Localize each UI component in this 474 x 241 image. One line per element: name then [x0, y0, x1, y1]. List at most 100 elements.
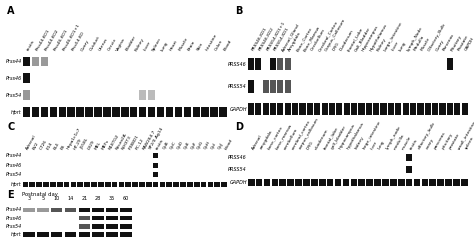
- Text: CpC: CpC: [169, 141, 177, 150]
- Bar: [105, 182, 110, 187]
- Bar: [295, 179, 302, 186]
- Bar: [321, 103, 328, 115]
- Bar: [32, 57, 39, 66]
- Text: Prss44: Prss44: [6, 153, 22, 158]
- Bar: [272, 179, 278, 186]
- Text: Duodenum: Duodenum: [339, 29, 355, 52]
- Text: Intestine: Intestine: [205, 33, 219, 52]
- Text: PRSS54-KO1: PRSS54-KO1: [273, 26, 290, 52]
- Text: 28: 28: [95, 196, 101, 201]
- Bar: [153, 182, 158, 187]
- Text: Muscle: Muscle: [178, 37, 190, 52]
- Bar: [174, 107, 182, 117]
- Text: CT26: CT26: [39, 139, 48, 150]
- Bar: [343, 179, 349, 186]
- Bar: [84, 182, 90, 187]
- Text: A: A: [7, 6, 15, 16]
- Text: PRSS46: PRSS46: [228, 155, 247, 160]
- Bar: [335, 179, 341, 186]
- Bar: [248, 58, 254, 70]
- Text: Bone_Cortex: Bone_Cortex: [295, 26, 312, 52]
- Bar: [314, 103, 320, 115]
- Bar: [270, 103, 276, 115]
- Bar: [76, 107, 84, 117]
- Bar: [23, 90, 30, 100]
- Bar: [210, 107, 218, 117]
- Text: Prss44: Prss44: [6, 59, 22, 64]
- Bar: [194, 182, 200, 187]
- Text: Prss54: Prss54: [6, 172, 22, 177]
- Bar: [221, 182, 227, 187]
- Bar: [106, 216, 118, 220]
- Bar: [36, 182, 42, 187]
- Text: corpus_callosum: corpus_callosum: [299, 117, 320, 150]
- Bar: [280, 179, 286, 186]
- Bar: [208, 182, 213, 187]
- Text: Blood: Blood: [223, 39, 233, 52]
- Text: Prostate: Prostate: [457, 34, 470, 52]
- Bar: [366, 103, 372, 115]
- Text: PRSS54-KO1+1: PRSS54-KO1+1: [265, 21, 286, 52]
- Bar: [92, 224, 104, 228]
- Bar: [285, 58, 291, 70]
- Text: testis: testis: [409, 138, 419, 150]
- Text: Pancreas: Pancreas: [443, 33, 456, 52]
- Bar: [390, 179, 397, 186]
- Bar: [121, 107, 128, 117]
- Bar: [79, 224, 90, 228]
- Bar: [398, 179, 404, 186]
- Bar: [64, 232, 76, 237]
- Bar: [106, 208, 118, 212]
- Bar: [462, 103, 468, 115]
- Text: amygdala: amygdala: [259, 129, 273, 150]
- Text: Corpus_Callosum: Corpus_Callosum: [325, 17, 346, 52]
- Bar: [106, 232, 118, 237]
- Bar: [439, 103, 446, 115]
- Text: bone_marrow: bone_marrow: [275, 123, 293, 150]
- Bar: [139, 182, 145, 187]
- Bar: [277, 103, 283, 115]
- Text: Bladder: Bladder: [125, 35, 137, 52]
- Bar: [263, 103, 269, 115]
- Text: CpH: CpH: [203, 141, 211, 150]
- Bar: [132, 182, 138, 187]
- Bar: [358, 103, 365, 115]
- Bar: [382, 179, 389, 186]
- Bar: [414, 179, 420, 186]
- Bar: [255, 58, 261, 70]
- Bar: [32, 107, 39, 117]
- Text: Brain: Brain: [187, 40, 197, 52]
- Bar: [447, 103, 453, 115]
- Text: medulla: medulla: [393, 133, 406, 150]
- Bar: [388, 103, 394, 115]
- Text: Hypothalamus: Hypothalamus: [369, 23, 388, 52]
- Text: Lymph_Node: Lymph_Node: [406, 26, 423, 52]
- Text: blood: blood: [224, 138, 234, 150]
- Text: cerebellum: cerebellum: [283, 127, 299, 150]
- Text: Bone_Marrow: Bone_Marrow: [302, 24, 320, 52]
- Bar: [336, 103, 342, 115]
- Bar: [51, 208, 63, 212]
- Text: pancreas: pancreas: [433, 131, 446, 150]
- Text: Prss54-KO: Prss54-KO: [71, 31, 86, 52]
- Bar: [91, 182, 97, 187]
- Bar: [285, 103, 291, 115]
- Text: prostate: prostate: [448, 133, 461, 150]
- Text: Uterus: Uterus: [98, 37, 109, 52]
- Text: CpF: CpF: [190, 141, 198, 150]
- Text: ovary: ovary: [425, 138, 435, 150]
- Bar: [139, 90, 146, 100]
- Text: N18TG2: N18TG2: [108, 133, 120, 150]
- Bar: [410, 103, 416, 115]
- Text: DRG: DRG: [307, 140, 315, 150]
- Bar: [350, 179, 357, 186]
- Text: L929: L929: [87, 139, 96, 150]
- Text: B: B: [235, 6, 242, 16]
- Text: CpB: CpB: [163, 141, 170, 150]
- Text: C: C: [7, 122, 14, 132]
- Bar: [79, 208, 90, 212]
- Text: GAPDH: GAPDH: [229, 180, 247, 185]
- Bar: [417, 103, 423, 115]
- Text: 10: 10: [54, 196, 60, 201]
- Bar: [201, 182, 207, 187]
